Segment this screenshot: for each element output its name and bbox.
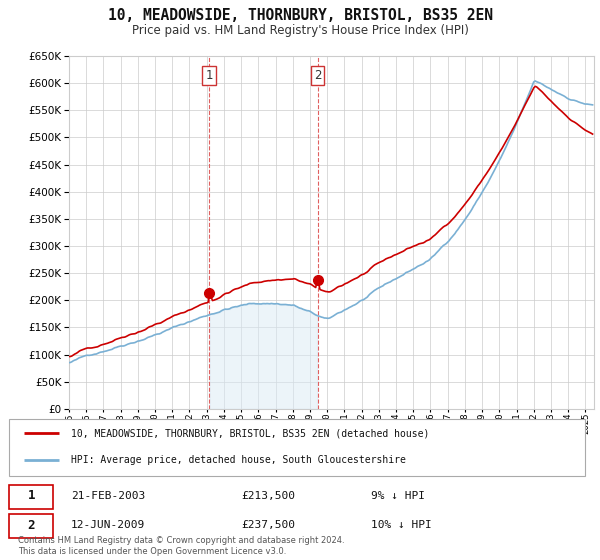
- Text: 10, MEADOWSIDE, THORNBURY, BRISTOL, BS35 2EN: 10, MEADOWSIDE, THORNBURY, BRISTOL, BS35…: [107, 8, 493, 24]
- FancyBboxPatch shape: [9, 514, 53, 538]
- Text: 1: 1: [28, 489, 35, 502]
- Text: 9% ↓ HPI: 9% ↓ HPI: [371, 491, 425, 501]
- Text: £213,500: £213,500: [241, 491, 295, 501]
- Text: Price paid vs. HM Land Registry's House Price Index (HPI): Price paid vs. HM Land Registry's House …: [131, 24, 469, 36]
- FancyBboxPatch shape: [9, 485, 53, 509]
- Text: 2: 2: [28, 519, 35, 531]
- Text: 1: 1: [205, 69, 212, 82]
- Text: 21-FEB-2003: 21-FEB-2003: [71, 491, 145, 501]
- Text: £237,500: £237,500: [241, 520, 295, 530]
- Text: Contains HM Land Registry data © Crown copyright and database right 2024.
This d: Contains HM Land Registry data © Crown c…: [18, 536, 344, 556]
- Text: HPI: Average price, detached house, South Gloucestershire: HPI: Average price, detached house, Sout…: [71, 455, 406, 465]
- Text: 10, MEADOWSIDE, THORNBURY, BRISTOL, BS35 2EN (detached house): 10, MEADOWSIDE, THORNBURY, BRISTOL, BS35…: [71, 428, 429, 438]
- Text: 2: 2: [314, 69, 322, 82]
- FancyBboxPatch shape: [9, 419, 585, 476]
- Text: 12-JUN-2009: 12-JUN-2009: [71, 520, 145, 530]
- Text: 10% ↓ HPI: 10% ↓ HPI: [371, 520, 431, 530]
